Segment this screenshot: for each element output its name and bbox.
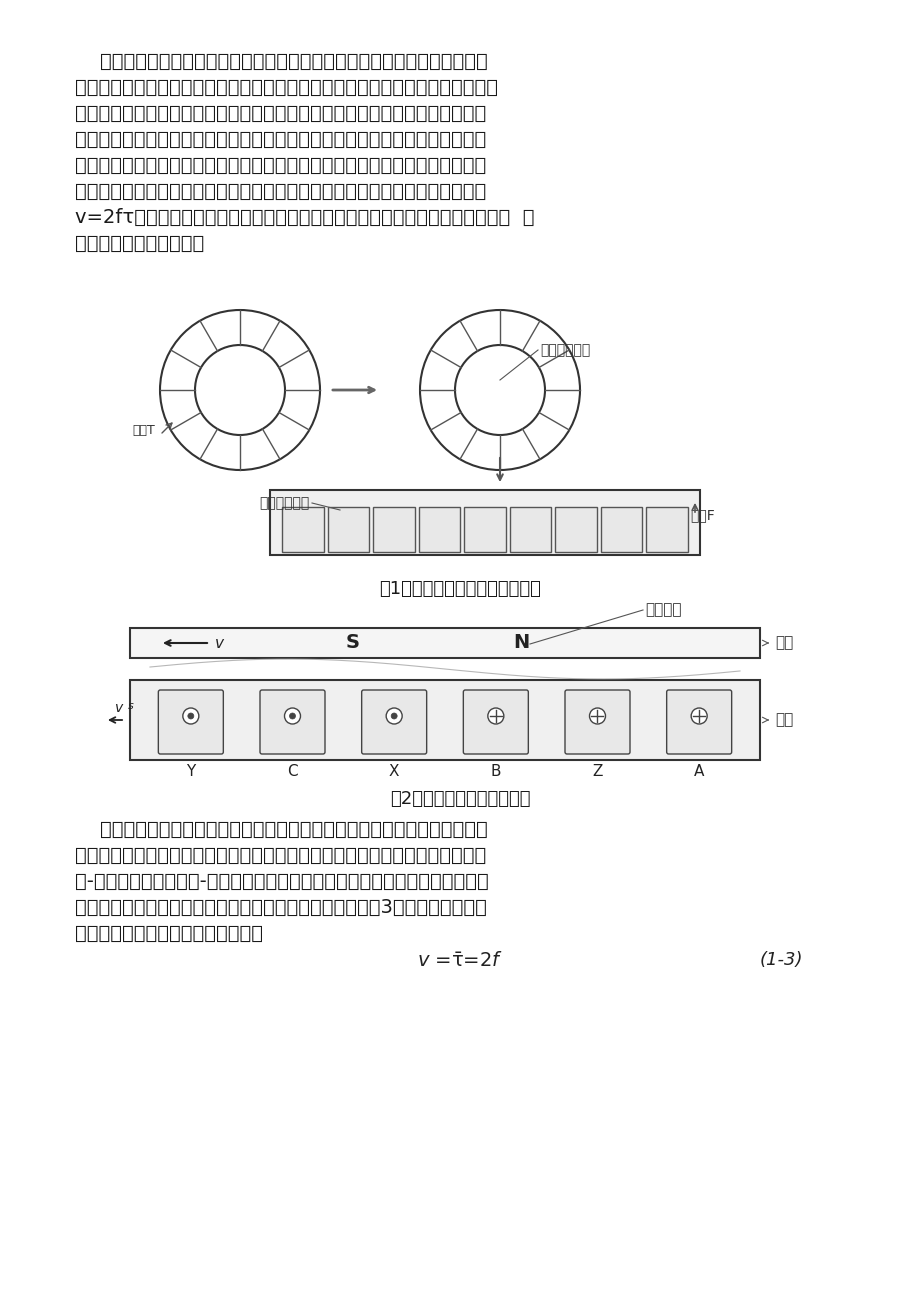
Bar — [600, 506, 641, 552]
Text: 气隙磁场由原来的圆周方向运动变为沿直线方向运动，次级产生的磁场和初级的: 气隙磁场由原来的圆周方向运动变为沿直线方向运动，次级产生的磁场和初级的 — [75, 104, 486, 122]
Text: S: S — [346, 634, 359, 652]
Circle shape — [391, 713, 397, 719]
Text: A: A — [693, 764, 704, 779]
Text: 磁场是平移的，而不是旋转的，因此称为行波磁场。这时直线电机的同步速度为: 磁场是平移的，而不是旋转的，因此称为行波磁场。这时直线电机的同步速度为 — [75, 182, 486, 201]
FancyBboxPatch shape — [666, 690, 731, 754]
Text: 行波磁场: 行波磁场 — [644, 603, 681, 617]
Bar — [373, 506, 414, 552]
Bar — [646, 506, 687, 552]
Circle shape — [187, 713, 194, 719]
Bar — [130, 680, 759, 760]
Text: 图2直线电机的基本工作原理: 图2直线电机的基本工作原理 — [390, 790, 529, 809]
Text: 得直线电机做往复运动。: 得直线电机做往复运动。 — [75, 234, 204, 253]
Text: s: s — [128, 700, 133, 711]
Bar — [327, 506, 369, 552]
FancyBboxPatch shape — [158, 690, 223, 754]
Text: Y: Y — [186, 764, 195, 779]
Bar — [418, 506, 460, 552]
Text: 推力F: 推力F — [689, 508, 714, 522]
Text: B: B — [490, 764, 501, 779]
Text: 边端效应，此气隙磁场沿直线运动方向呈正弦分布，当三相交流电随时间变化时，: 边端效应，此气隙磁场沿直线运动方向呈正弦分布，当三相交流电随时间变化时， — [75, 78, 497, 98]
Bar — [282, 506, 323, 552]
Bar — [555, 506, 596, 552]
Text: 对应于旋转电机的转子。这个原理和旋转电机相似，二者的差异是：直线电机的: 对应于旋转电机的转子。这个原理和旋转电机相似，二者的差异是：直线电机的 — [75, 156, 486, 174]
Circle shape — [690, 708, 707, 724]
Text: 转子（次级）: 转子（次级） — [539, 342, 590, 357]
Text: 定子（初级）: 定子（初级） — [259, 496, 310, 510]
Text: 初级: 初级 — [774, 712, 792, 728]
Bar — [130, 628, 759, 658]
Text: v: v — [215, 635, 223, 651]
Text: 当旋转电机展开成直线电机形式以后，如果不考虑铁芯两端开断引起的纵向: 当旋转电机展开成直线电机形式以后，如果不考虑铁芯两端开断引起的纵向 — [75, 52, 487, 72]
Circle shape — [284, 708, 301, 724]
Text: 图1永磁直线同步电机的演变过程: 图1永磁直线同步电机的演变过程 — [379, 579, 540, 598]
FancyBboxPatch shape — [564, 690, 630, 754]
Circle shape — [487, 708, 504, 724]
Text: v: v — [115, 700, 123, 715]
FancyBboxPatch shape — [463, 690, 528, 754]
Text: 磁场相互作用从而产生电磁推力。在直线电机当中我们把运动的部分称为动子，: 磁场相互作用从而产生电磁推力。在直线电机当中我们把运动的部分称为动子， — [75, 130, 486, 148]
Text: X: X — [389, 764, 399, 779]
Text: $v$ =τ̄=2$f$: $v$ =τ̄=2$f$ — [416, 950, 503, 970]
Text: Z: Z — [592, 764, 602, 779]
Bar — [509, 506, 550, 552]
Text: 线电机的速度等于电机的同步速度：: 线电机的速度等于电机的同步速度： — [75, 924, 263, 943]
Bar — [464, 506, 505, 552]
FancyBboxPatch shape — [260, 690, 324, 754]
Text: C: C — [287, 764, 298, 779]
Text: 次级: 次级 — [774, 635, 792, 651]
Text: v=2fτ，旋转电机改变电流方向后，电机的旋转方向发生改变，同样的方法可以  使: v=2fτ，旋转电机改变电流方向后，电机的旋转方向发生改变，同样的方法可以 使 — [75, 208, 534, 227]
Text: 转矩T: 转矩T — [132, 423, 154, 436]
Circle shape — [589, 708, 605, 724]
Text: (1-3): (1-3) — [759, 950, 802, 969]
Circle shape — [289, 713, 295, 719]
FancyBboxPatch shape — [361, 690, 426, 754]
Circle shape — [386, 708, 402, 724]
Text: 对永磁同步直线电机，初级由硅钢片沿横向叠压而成，次级也是由硅钢片叠: 对永磁同步直线电机，初级由硅钢片沿横向叠压而成，次级也是由硅钢片叠 — [75, 820, 487, 838]
Text: 以是电机的次级，要根据实际的情况来确定。基本结构如图3所示，永磁同步直: 以是电机的次级，要根据实际的情况来确定。基本结构如图3所示，永磁同步直 — [75, 898, 486, 917]
Bar — [269, 490, 699, 555]
Text: 级-长次级结构和长初级-短次级的结构。对于运动部分可以是电机的初级，也可: 级-长次级结构和长初级-短次级的结构。对于运动部分可以是电机的初级，也可 — [75, 872, 488, 891]
Text: N: N — [513, 634, 528, 652]
Text: 压而成，并且在次级上安装有永磁体。根据初级，次级长度不同，可以分为短初: 压而成，并且在次级上安装有永磁体。根据初级，次级长度不同，可以分为短初 — [75, 846, 486, 865]
Circle shape — [183, 708, 199, 724]
